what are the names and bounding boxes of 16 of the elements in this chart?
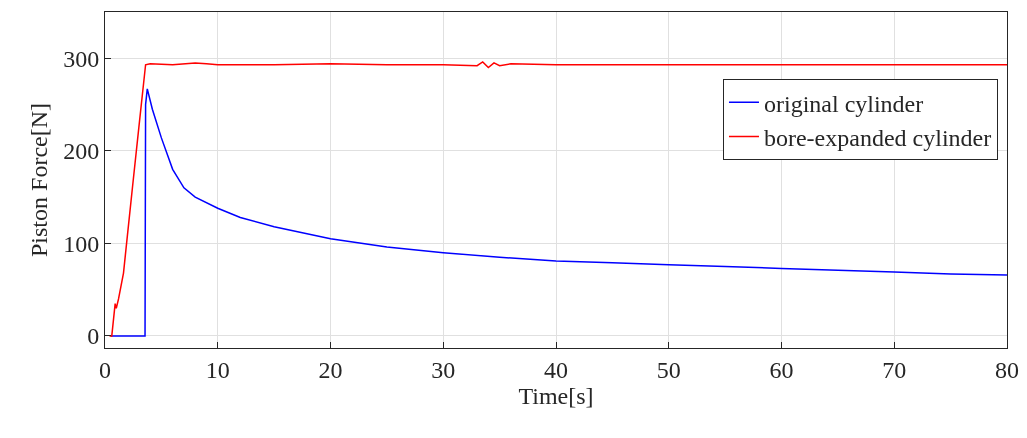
x-tick-label: 80 xyxy=(995,356,1019,383)
x-tick-label: 50 xyxy=(656,356,681,383)
y-tick-label: 100 xyxy=(63,230,100,257)
x-tick-label: 10 xyxy=(205,356,230,383)
x-tick-label: 40 xyxy=(544,356,568,383)
x-tick-label: 70 xyxy=(882,356,907,383)
y-tick-label: 0 xyxy=(87,323,100,350)
y-tick-label: 300 xyxy=(63,45,100,72)
y-tick-label: 200 xyxy=(63,138,100,165)
x-tick-label: 30 xyxy=(431,356,456,383)
x-tick-label: 60 xyxy=(769,356,794,383)
x-tick-label: 20 xyxy=(318,356,343,383)
legend-label: bore-expanded cylinder xyxy=(763,124,992,151)
y-axis-title: Piston Force[N] xyxy=(26,103,52,257)
x-axis-title: Time[s] xyxy=(518,383,594,410)
legend-label: original cylinder xyxy=(763,90,924,117)
